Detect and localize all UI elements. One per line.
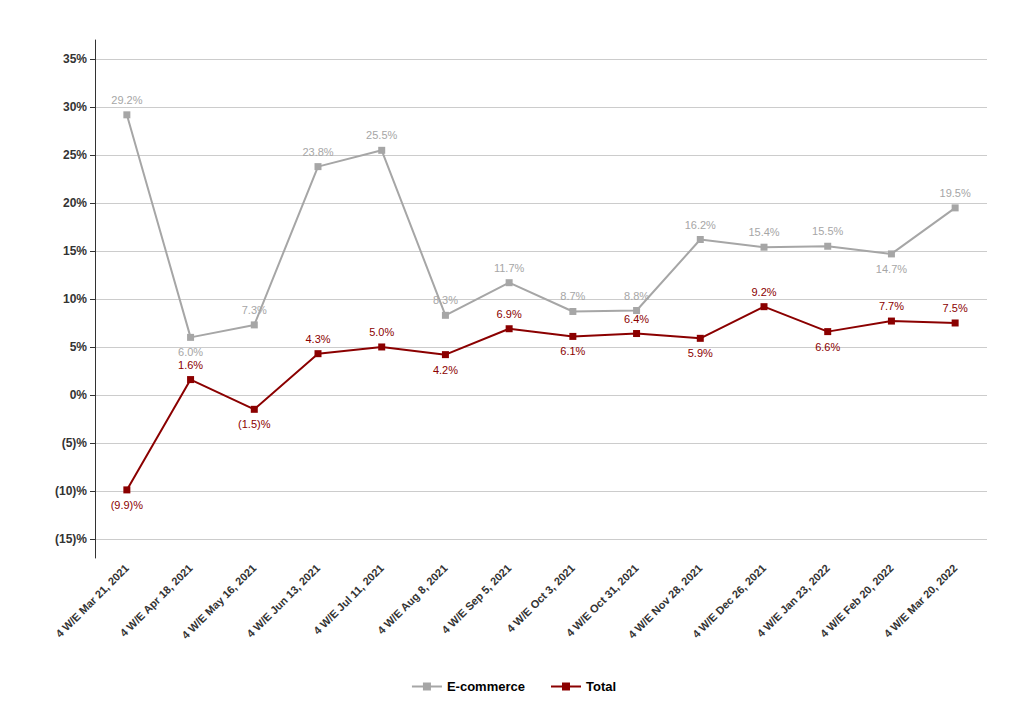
svg-text:7.5%: 7.5% [943,302,968,314]
svg-text:20%: 20% [63,196,87,210]
svg-text:4.2%: 4.2% [433,364,458,376]
svg-text:16.2%: 16.2% [685,219,716,231]
svg-text:6.9%: 6.9% [497,308,522,320]
svg-text:(1.5)%: (1.5)% [238,418,271,430]
svg-text:9.2%: 9.2% [751,286,776,298]
svg-text:30%: 30% [63,100,87,114]
svg-text:4.3%: 4.3% [305,333,330,345]
svg-text:19.5%: 19.5% [940,187,971,199]
svg-text:4 W/E Jan 23, 2022: 4 W/E Jan 23, 2022 [754,561,832,640]
svg-text:1.6%: 1.6% [178,359,203,371]
svg-text:10%: 10% [63,292,87,306]
svg-text:5.9%: 5.9% [688,347,713,359]
svg-text:7.7%: 7.7% [879,300,904,312]
svg-text:8.8%: 8.8% [624,290,649,302]
svg-text:4 W/E Apr 18, 2021: 4 W/E Apr 18, 2021 [117,561,195,639]
svg-text:15.5%: 15.5% [812,225,843,237]
svg-text:4 W/E Aug 8, 2021: 4 W/E Aug 8, 2021 [375,562,450,637]
svg-text:4 W/E Dec 26, 2021: 4 W/E Dec 26, 2021 [689,561,769,641]
svg-text:Total: Total [586,679,616,694]
svg-text:(10)%: (10)% [55,484,87,498]
svg-text:8.7%: 8.7% [560,290,585,302]
svg-text:4 W/E May 16, 2021: 4 W/E May 16, 2021 [179,561,259,642]
svg-text:7.3%: 7.3% [242,304,267,316]
svg-text:4 W/E Nov 28, 2021: 4 W/E Nov 28, 2021 [625,561,705,641]
svg-text:4 W/E Jul 11, 2021: 4 W/E Jul 11, 2021 [311,562,386,637]
svg-text:5.0%: 5.0% [369,326,394,338]
svg-text:4 W/E Mar 20, 2022: 4 W/E Mar 20, 2022 [881,562,959,640]
svg-text:23.8%: 23.8% [302,146,333,158]
svg-text:5%: 5% [70,340,88,354]
svg-text:15%: 15% [63,244,87,258]
svg-text:4 W/E Mar 21, 2021: 4 W/E Mar 21, 2021 [53,561,132,640]
svg-text:29.2%: 29.2% [111,94,142,106]
svg-text:8.3%: 8.3% [433,294,458,306]
svg-text:6.6%: 6.6% [815,341,840,353]
svg-text:4 W/E Sep 5, 2021: 4 W/E Sep 5, 2021 [439,562,513,636]
svg-text:11.7%: 11.7% [494,262,525,274]
svg-text:4 W/E Feb 20, 2022: 4 W/E Feb 20, 2022 [817,561,896,640]
svg-text:35%: 35% [63,52,87,66]
svg-text:25%: 25% [63,148,87,162]
svg-text:E-commerce: E-commerce [447,679,525,694]
svg-text:4 W/E Oct 31, 2021: 4 W/E Oct 31, 2021 [563,561,641,639]
svg-text:6.1%: 6.1% [560,345,585,357]
svg-text:14.7%: 14.7% [876,263,907,275]
svg-text:6.0%: 6.0% [178,346,203,358]
svg-text:(15)%: (15)% [55,532,87,546]
svg-text:15.4%: 15.4% [748,226,779,238]
svg-text:4 W/E Jun 13, 2021: 4 W/E Jun 13, 2021 [244,561,323,640]
svg-text:25.5%: 25.5% [366,129,397,141]
svg-text:0%: 0% [70,388,88,402]
svg-text:(5)%: (5)% [62,436,88,450]
svg-text:(9.9)%: (9.9)% [111,499,144,511]
svg-text:6.4%: 6.4% [624,313,649,325]
svg-text:4 W/E Oct 3, 2021: 4 W/E Oct 3, 2021 [504,562,577,635]
